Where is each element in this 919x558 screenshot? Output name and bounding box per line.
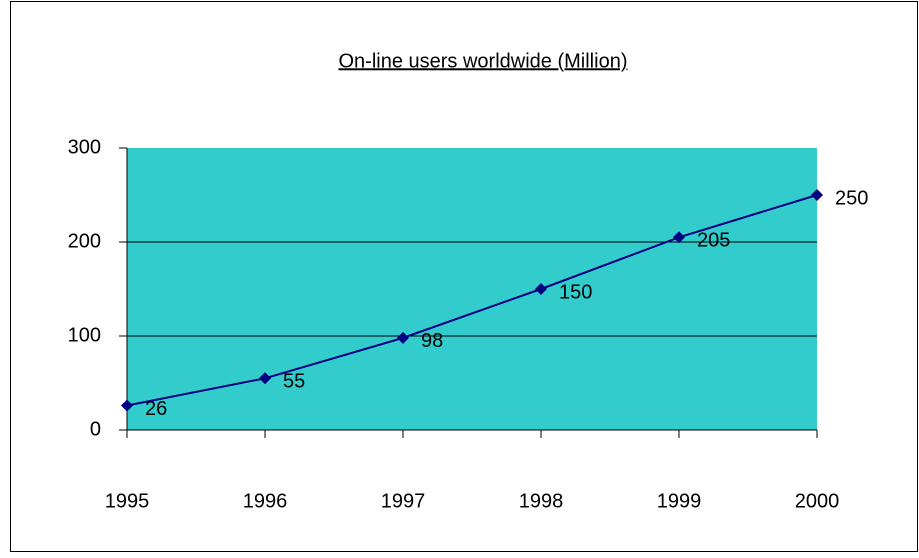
plot-area <box>127 148 817 430</box>
data-label: 98 <box>421 330 443 352</box>
x-tick-label: 1995 <box>105 490 150 512</box>
x-tick-label: 1999 <box>657 490 702 512</box>
data-point <box>259 372 271 385</box>
data-point <box>397 331 409 344</box>
data-label: 205 <box>697 230 730 252</box>
y-tick-label: 300 <box>68 136 101 158</box>
y-tick-label: 100 <box>68 324 101 346</box>
data-label: 55 <box>283 371 305 393</box>
x-tick-label: 1997 <box>381 490 426 512</box>
data-point <box>673 231 685 244</box>
x-tick-label: 1996 <box>243 490 288 512</box>
data-point <box>121 399 133 412</box>
series-line <box>126 194 818 407</box>
y-tick-label: 0 <box>90 418 101 440</box>
data-label: 150 <box>559 281 592 303</box>
x-tick-label: 2000 <box>795 490 840 512</box>
x-tick-label: 1998 <box>519 490 564 512</box>
y-tick-label: 200 <box>68 230 101 252</box>
data-label: 250 <box>835 187 868 209</box>
data-point <box>811 189 823 201</box>
chart-title: On-line users worldwide (Million) <box>339 50 628 72</box>
data-label: 26 <box>145 398 167 420</box>
data-point <box>535 283 547 295</box>
